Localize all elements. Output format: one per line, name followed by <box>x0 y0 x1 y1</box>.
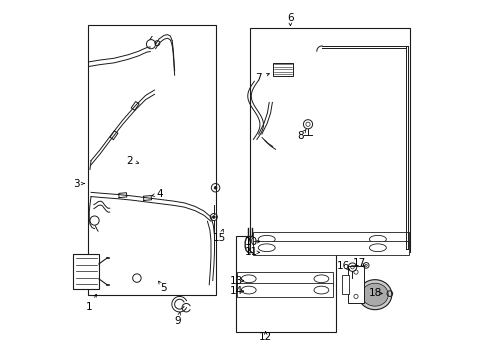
Text: 11: 11 <box>244 247 258 257</box>
Text: 9: 9 <box>174 316 181 326</box>
Bar <box>237 283 332 297</box>
Text: 18: 18 <box>367 288 381 298</box>
Bar <box>272 63 293 76</box>
Bar <box>347 266 364 303</box>
Bar <box>342 275 348 294</box>
Text: 14: 14 <box>230 286 243 296</box>
Ellipse shape <box>358 280 391 310</box>
Text: 3: 3 <box>74 179 80 189</box>
Bar <box>73 254 99 289</box>
Bar <box>249 28 409 252</box>
Ellipse shape <box>361 283 387 306</box>
Ellipse shape <box>313 286 328 294</box>
Ellipse shape <box>258 244 275 252</box>
Bar <box>235 237 336 332</box>
Text: 12: 12 <box>259 332 272 342</box>
Ellipse shape <box>241 286 256 294</box>
Text: 6: 6 <box>286 13 293 23</box>
Ellipse shape <box>313 275 328 283</box>
Ellipse shape <box>368 244 386 252</box>
Ellipse shape <box>258 235 275 243</box>
Bar <box>253 241 407 255</box>
Text: 16: 16 <box>336 261 349 271</box>
Bar <box>253 232 407 246</box>
Text: 15: 15 <box>213 233 226 243</box>
Ellipse shape <box>368 235 386 243</box>
Text: 10: 10 <box>244 237 258 247</box>
Text: 13: 13 <box>230 275 243 285</box>
Text: 7: 7 <box>255 73 262 83</box>
Text: 2: 2 <box>126 156 133 166</box>
Circle shape <box>212 216 214 218</box>
Text: 5: 5 <box>160 283 166 293</box>
Text: 4: 4 <box>156 189 163 199</box>
Text: 1: 1 <box>86 302 92 312</box>
Text: 8: 8 <box>297 131 304 141</box>
Bar <box>87 25 216 294</box>
Bar <box>237 272 332 286</box>
Ellipse shape <box>241 275 256 283</box>
Text: 17: 17 <box>352 258 365 268</box>
Circle shape <box>214 187 216 189</box>
